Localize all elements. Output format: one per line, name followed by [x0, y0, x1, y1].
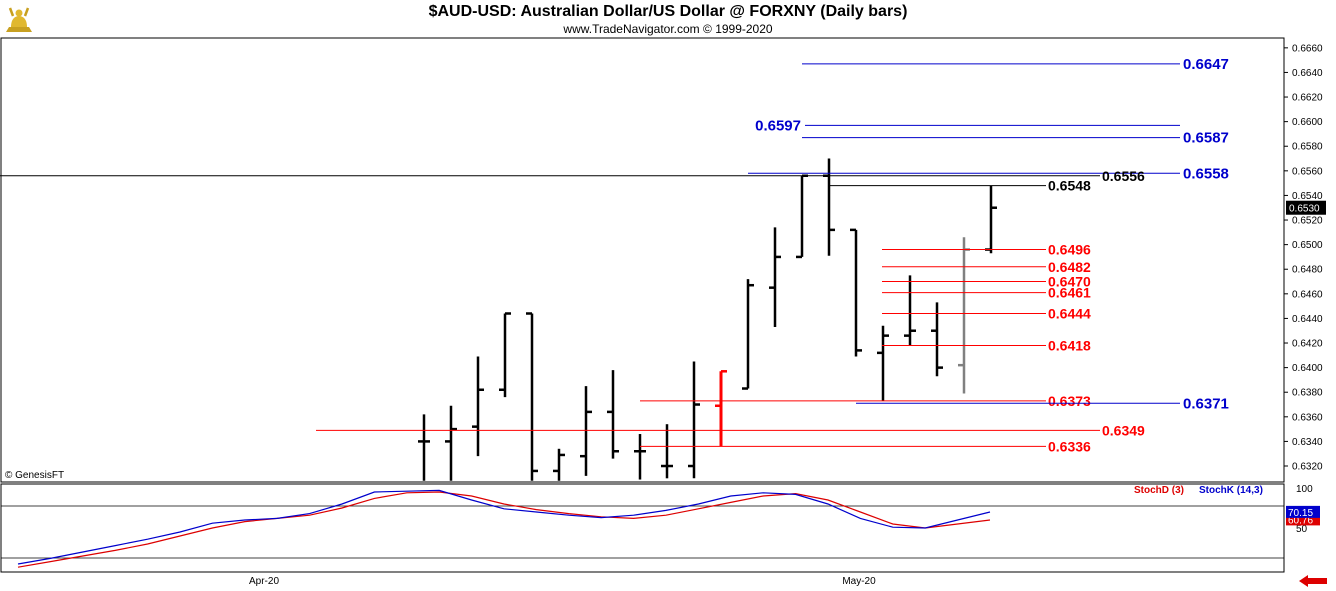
y-tick-label: 0.6520 — [1292, 216, 1323, 227]
gold-bull-logo-icon — [6, 7, 32, 32]
level-label: 0.6418 — [1048, 337, 1091, 353]
level-label: 0.6558 — [1183, 165, 1229, 182]
copyright-label: © GenesisFT — [5, 470, 64, 481]
scroll-left-arrow-icon[interactable] — [1298, 574, 1328, 588]
level-label: 0.6482 — [1048, 259, 1091, 275]
y-tick-label: 0.6380 — [1292, 388, 1323, 399]
y-tick-label: 0.6500 — [1292, 240, 1323, 251]
level-label: 0.6373 — [1048, 393, 1091, 409]
stoch-value-label: 60.76 — [1288, 515, 1313, 526]
y-tick-label: 0.6400 — [1292, 363, 1323, 374]
level-label: 0.6349 — [1102, 422, 1145, 438]
level-label: 0.6548 — [1048, 178, 1091, 194]
x-tick-label: May-20 — [842, 576, 876, 587]
y-tick-label: 0.6660 — [1292, 43, 1323, 54]
stoch-series-line — [17, 491, 991, 568]
y-tick-label: 0.6420 — [1292, 339, 1323, 350]
level-label: 0.6470 — [1048, 274, 1091, 290]
y-tick-label: 0.6460 — [1292, 289, 1323, 300]
level-label: 0.6647 — [1183, 56, 1229, 73]
level-label: 0.6556 — [1102, 168, 1145, 184]
y-tick-label: 0.6320 — [1292, 462, 1323, 473]
stochk-legend: StochK (14,3) — [1199, 485, 1263, 496]
y-tick-label: 0.6620 — [1292, 93, 1323, 104]
osc-tick-label: 50 — [1296, 524, 1308, 535]
stoch-value-label: 70.15 — [1288, 508, 1313, 519]
x-tick-label: Apr-20 — [249, 576, 279, 587]
stoch-value-box — [1286, 505, 1320, 518]
level-label: 0.6597 — [755, 117, 801, 134]
level-label: 0.6371 — [1183, 395, 1229, 412]
y-tick-label: 0.6360 — [1292, 412, 1323, 423]
last-price-label: 0.6530 — [1289, 204, 1320, 215]
y-tick-label: 0.6640 — [1292, 68, 1323, 79]
y-tick-label: 0.6580 — [1292, 142, 1323, 153]
y-tick-label: 0.6540 — [1292, 191, 1323, 202]
y-tick-label: 0.6600 — [1292, 117, 1323, 128]
y-tick-label: 0.6480 — [1292, 265, 1323, 276]
level-label: 0.6336 — [1048, 438, 1091, 454]
y-tick-label: 0.6340 — [1292, 437, 1323, 448]
price-panel-frame — [0, 37, 1285, 483]
y-tick-label: 0.6440 — [1292, 314, 1323, 325]
chart-header: $AUD-USD: Australian Dollar/US Dollar @ … — [0, 0, 1336, 38]
last-price-box — [1286, 200, 1326, 215]
stoch-series-line — [17, 489, 991, 565]
level-label: 0.6461 — [1048, 285, 1091, 301]
level-label: 0.6444 — [1048, 306, 1091, 322]
osc-tick-label: 100 — [1296, 484, 1313, 495]
level-label: 0.6496 — [1048, 242, 1091, 258]
chart-subtitle: www.TradeNavigator.com © 1999-2020 — [563, 22, 773, 36]
y-tick-label: 0.6560 — [1292, 166, 1323, 177]
chart-title: $AUD-USD: Australian Dollar/US Dollar @ … — [428, 3, 908, 20]
stochd-legend: StochD (3) — [1134, 485, 1184, 496]
level-label: 0.6587 — [1183, 130, 1229, 147]
